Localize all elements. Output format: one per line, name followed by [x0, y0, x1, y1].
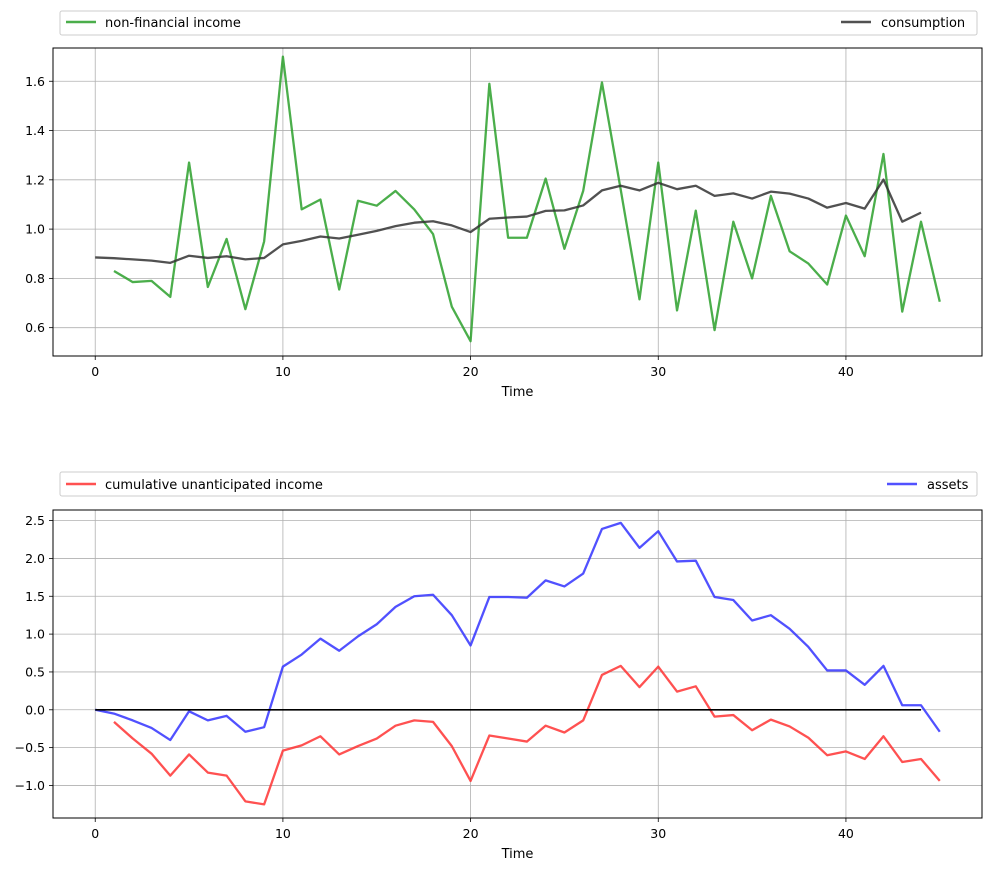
legend-label-consumption: consumption [881, 16, 965, 31]
top-series [95, 55, 941, 343]
x-tick-label: 20 [463, 364, 479, 379]
legend-label-assets: assets [927, 478, 969, 493]
bottom-x-axis-label: Time [501, 847, 534, 862]
series-line-consumption [95, 178, 922, 265]
bottom-ticks: 0 10 20 30 40 −1.0 −0.5 0.0 0.5 1.0 1.5 2.0 2.5 [15, 513, 854, 841]
y-tick-label: 2.5 [25, 513, 45, 528]
x-tick-label: 40 [838, 364, 854, 379]
series-line-non-financial-income [113, 55, 941, 343]
x-tick-label: 0 [91, 364, 99, 379]
y-tick-label: 1.0 [25, 222, 45, 237]
y-tick-label: −0.5 [15, 740, 45, 755]
x-tick-label: 10 [275, 826, 291, 841]
bottom-series [95, 521, 941, 806]
y-tick-label: 0.0 [25, 702, 45, 717]
bottom-legend-frame [59, 471, 978, 497]
x-tick-label: 0 [91, 826, 99, 841]
x-tick-label: 20 [463, 826, 479, 841]
top-plot-area [53, 48, 982, 356]
top-plot-frame [52, 47, 983, 357]
legend-label-non-financial-income: non-financial income [105, 16, 241, 31]
top-legend-frame [59, 10, 978, 36]
y-tick-label: 1.5 [25, 589, 45, 604]
series-line-cumulative-unanticipated-income [113, 664, 941, 806]
y-tick-label: 1.2 [25, 172, 45, 187]
bottom-chart-panel: cumulative unanticipated income assets 0… [15, 471, 983, 862]
x-tick-label: 40 [838, 826, 854, 841]
y-tick-label: 1.4 [25, 123, 45, 138]
top-ticks: 0 10 20 30 40 0.6 0.8 1.0 1.2 1.4 1.6 [25, 74, 854, 379]
y-tick-label: 0.8 [25, 271, 45, 286]
y-tick-label: 0.6 [25, 320, 45, 335]
y-tick-label: −1.0 [15, 778, 45, 793]
y-tick-label: 1.0 [25, 627, 45, 642]
y-tick-label: 0.5 [25, 664, 45, 679]
bottom-plot-area [53, 510, 982, 818]
top-gridlines [53, 48, 982, 356]
legend-label-cumulative-unanticipated-income: cumulative unanticipated income [105, 478, 323, 493]
bottom-plot-frame [52, 509, 983, 819]
x-tick-label: 30 [650, 364, 666, 379]
top-x-axis-label: Time [501, 385, 534, 400]
series-line-assets [95, 521, 941, 742]
x-tick-label: 10 [275, 364, 291, 379]
y-tick-label: 2.0 [25, 551, 45, 566]
top-chart-panel: non-financial income consumption 0 10 20 30… [25, 10, 983, 400]
x-tick-label: 30 [650, 826, 666, 841]
y-tick-label: 1.6 [25, 74, 45, 89]
